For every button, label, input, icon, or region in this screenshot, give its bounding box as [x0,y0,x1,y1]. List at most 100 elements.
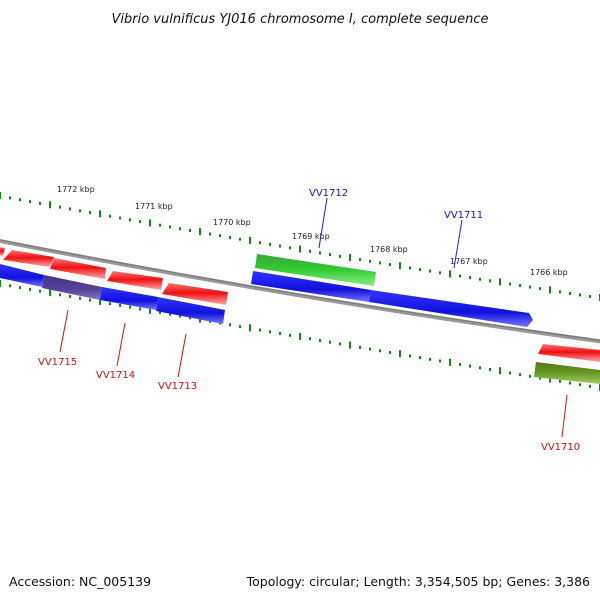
gene-arrow-red-right[interactable] [538,344,600,362]
gene-label-vv1715[interactable]: VV1715 [38,357,77,368]
outer-tick-minor [509,282,511,286]
tick-label-1772: 1772 kbp [57,185,95,194]
inner-tick-minor [559,379,561,383]
gene-label-vv1710[interactable]: VV1710 [541,442,580,453]
inner-tick-minor [439,359,441,363]
gene-arrow-red-4[interactable] [162,283,228,305]
outer-tick-minor [219,234,221,238]
outer-tick-minor [269,242,271,246]
inner-tick-minor [139,307,141,311]
outer-tick-minor [79,209,81,213]
outer-tick-minor [419,268,421,271]
gene-label-vv1712[interactable]: VV1712 [309,188,348,199]
gene-arrow-vv1710-olive[interactable] [534,362,600,384]
gene-arrow-vv1711-blue[interactable] [369,290,533,327]
outer-tick-minor [489,279,491,283]
chromosome-backbone [0,238,600,344]
tick-label-1769: 1769 kbp [292,232,330,241]
inner-tick-major [299,333,301,340]
inner-tick-minor [259,328,261,332]
outer-tick-minor [529,285,531,289]
outer-tick-minor [159,223,161,227]
outer-tick-major [49,201,51,209]
inner-tick-minor [569,381,571,385]
gene-arrow-vv1713-blue[interactable] [156,297,225,324]
gene-arrow-vv1712-green[interactable] [255,254,376,286]
inner-tick-minor [229,323,231,327]
outer-tick-minor [239,237,241,241]
outer-tick-minor [389,263,391,267]
outer-tick-minor [519,284,521,288]
inner-tick-minor [319,339,321,342]
gene-label-vv1714[interactable]: VV1714 [96,370,135,381]
outer-tick-minor [229,236,231,239]
outer-tick-minor [479,277,481,281]
outer-tick-minor [359,258,361,262]
outer-tick-minor [369,259,371,263]
outer-tick-major [299,245,301,253]
reverse-genes [0,264,600,384]
outer-tick-major [249,236,251,244]
map-title: Vibrio vulnificus YJ016 chromosome I, co… [111,12,488,27]
inner-tick-major [449,358,451,366]
outer-tick-minor [169,225,171,229]
inner-tick-major [549,375,551,383]
gene-arrow-purple-overlap[interactable] [42,275,102,300]
outer-tick-minor [329,253,331,257]
inner-tick-minor [89,298,91,302]
outer-tick-minor [189,229,191,232]
tick-label-1768: 1768 kbp [370,245,408,254]
outer-tick-minor [579,293,581,297]
inner-tick-minor [479,366,481,370]
outer-tick-minor [429,269,431,273]
inner-tick-minor [179,314,181,318]
inner-tick-minor [429,357,431,361]
inner-tick-minor [69,295,71,298]
outer-tick-minor [339,254,341,258]
gene-arrow-red-left-edge[interactable] [0,247,5,256]
inner-tick-minor [409,354,411,358]
gene-arrow-blue-mid[interactable] [251,271,371,302]
outer-tick-major [549,286,551,294]
outer-tick-minor [569,291,571,295]
gene-leader-lines [59,197,568,438]
outer-tick-minor [589,295,591,298]
outer-tick-minor [539,287,541,291]
inner-tick-major [349,341,351,349]
inner-tick-major [149,306,151,314]
gene-arrow-vv1715-red[interactable] [3,250,54,267]
inner-tick-minor [379,349,381,353]
inner-tick-minor [159,311,161,314]
gene-arrow-vv1713-red[interactable] [107,271,163,290]
inner-tick-minor [529,374,531,378]
forward-genes [0,247,600,362]
outer-tick-minor [69,207,71,211]
gene-label-vv1711[interactable]: VV1711 [444,210,483,221]
outer-tick-minor [89,211,91,215]
gene-arrow-vv1714-blue[interactable] [100,287,158,310]
outer-tick-minor [459,274,461,278]
inner-tick-minor [59,293,61,297]
inner-tick-minor [269,330,271,334]
inner-tick-minor [519,373,521,377]
outer-tick-minor [109,214,111,218]
outer-tick-minor [129,218,131,222]
accession-text: Accession: NC_005139 [9,574,151,589]
inner-tick-minor [79,296,81,300]
outer-tick-major [199,228,201,236]
inner-tick-minor [129,305,131,309]
outer-tick-minor [379,261,381,265]
inner-tick-minor [539,376,541,380]
outer-tick-minor [469,276,471,280]
inner-tick-minor [119,303,121,307]
outer-tick-minor [279,244,281,248]
gene-arrow-vv1714-red[interactable] [50,258,106,279]
tick-label-1767: 1767 kbp [450,257,488,266]
outer-tick-minor [439,271,441,275]
gene-arrow-blue-left[interactable] [0,264,44,287]
gene-label-vv1713[interactable]: VV1713 [158,381,197,392]
outer-tick-minor [309,249,311,253]
inner-tick-minor [419,356,421,360]
inner-tick-minor [369,347,371,351]
outer-tick-minor [29,200,31,204]
